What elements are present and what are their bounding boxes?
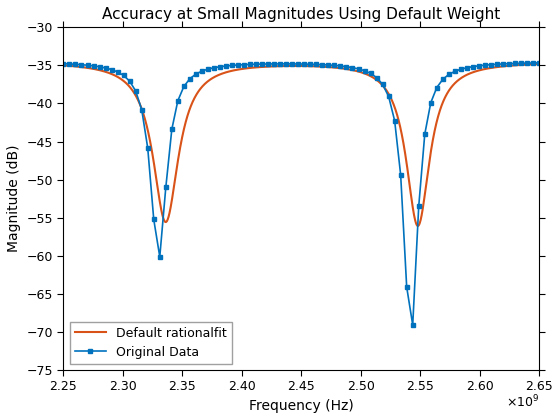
Original Data bbox=[488, 62, 494, 67]
Default rationalfit bbox=[526, 62, 533, 67]
Original Data bbox=[60, 61, 67, 66]
Line: Original Data: Original Data bbox=[61, 60, 542, 327]
X-axis label: Frequency (Hz): Frequency (Hz) bbox=[249, 399, 354, 413]
Default rationalfit bbox=[536, 62, 543, 67]
Original Data bbox=[349, 65, 356, 70]
Original Data bbox=[367, 71, 374, 76]
Default rationalfit bbox=[60, 63, 67, 68]
Original Data bbox=[271, 61, 278, 66]
Default rationalfit bbox=[143, 120, 150, 125]
Default rationalfit bbox=[263, 64, 270, 69]
Default rationalfit bbox=[414, 223, 421, 228]
Y-axis label: Magnitude (dB): Magnitude (dB) bbox=[7, 145, 21, 252]
Default rationalfit bbox=[114, 74, 121, 79]
Default rationalfit bbox=[242, 66, 249, 71]
Original Data bbox=[385, 94, 392, 99]
Line: Default rationalfit: Default rationalfit bbox=[63, 64, 539, 226]
Text: $\times10^9$: $\times10^9$ bbox=[506, 394, 539, 411]
Original Data bbox=[409, 323, 416, 328]
Legend: Default rationalfit, Original Data: Default rationalfit, Original Data bbox=[69, 322, 232, 364]
Default rationalfit bbox=[475, 68, 482, 73]
Original Data bbox=[536, 60, 543, 66]
Title: Accuracy at Small Magnitudes Using Default Weight: Accuracy at Small Magnitudes Using Defau… bbox=[102, 7, 501, 22]
Original Data bbox=[343, 64, 350, 69]
